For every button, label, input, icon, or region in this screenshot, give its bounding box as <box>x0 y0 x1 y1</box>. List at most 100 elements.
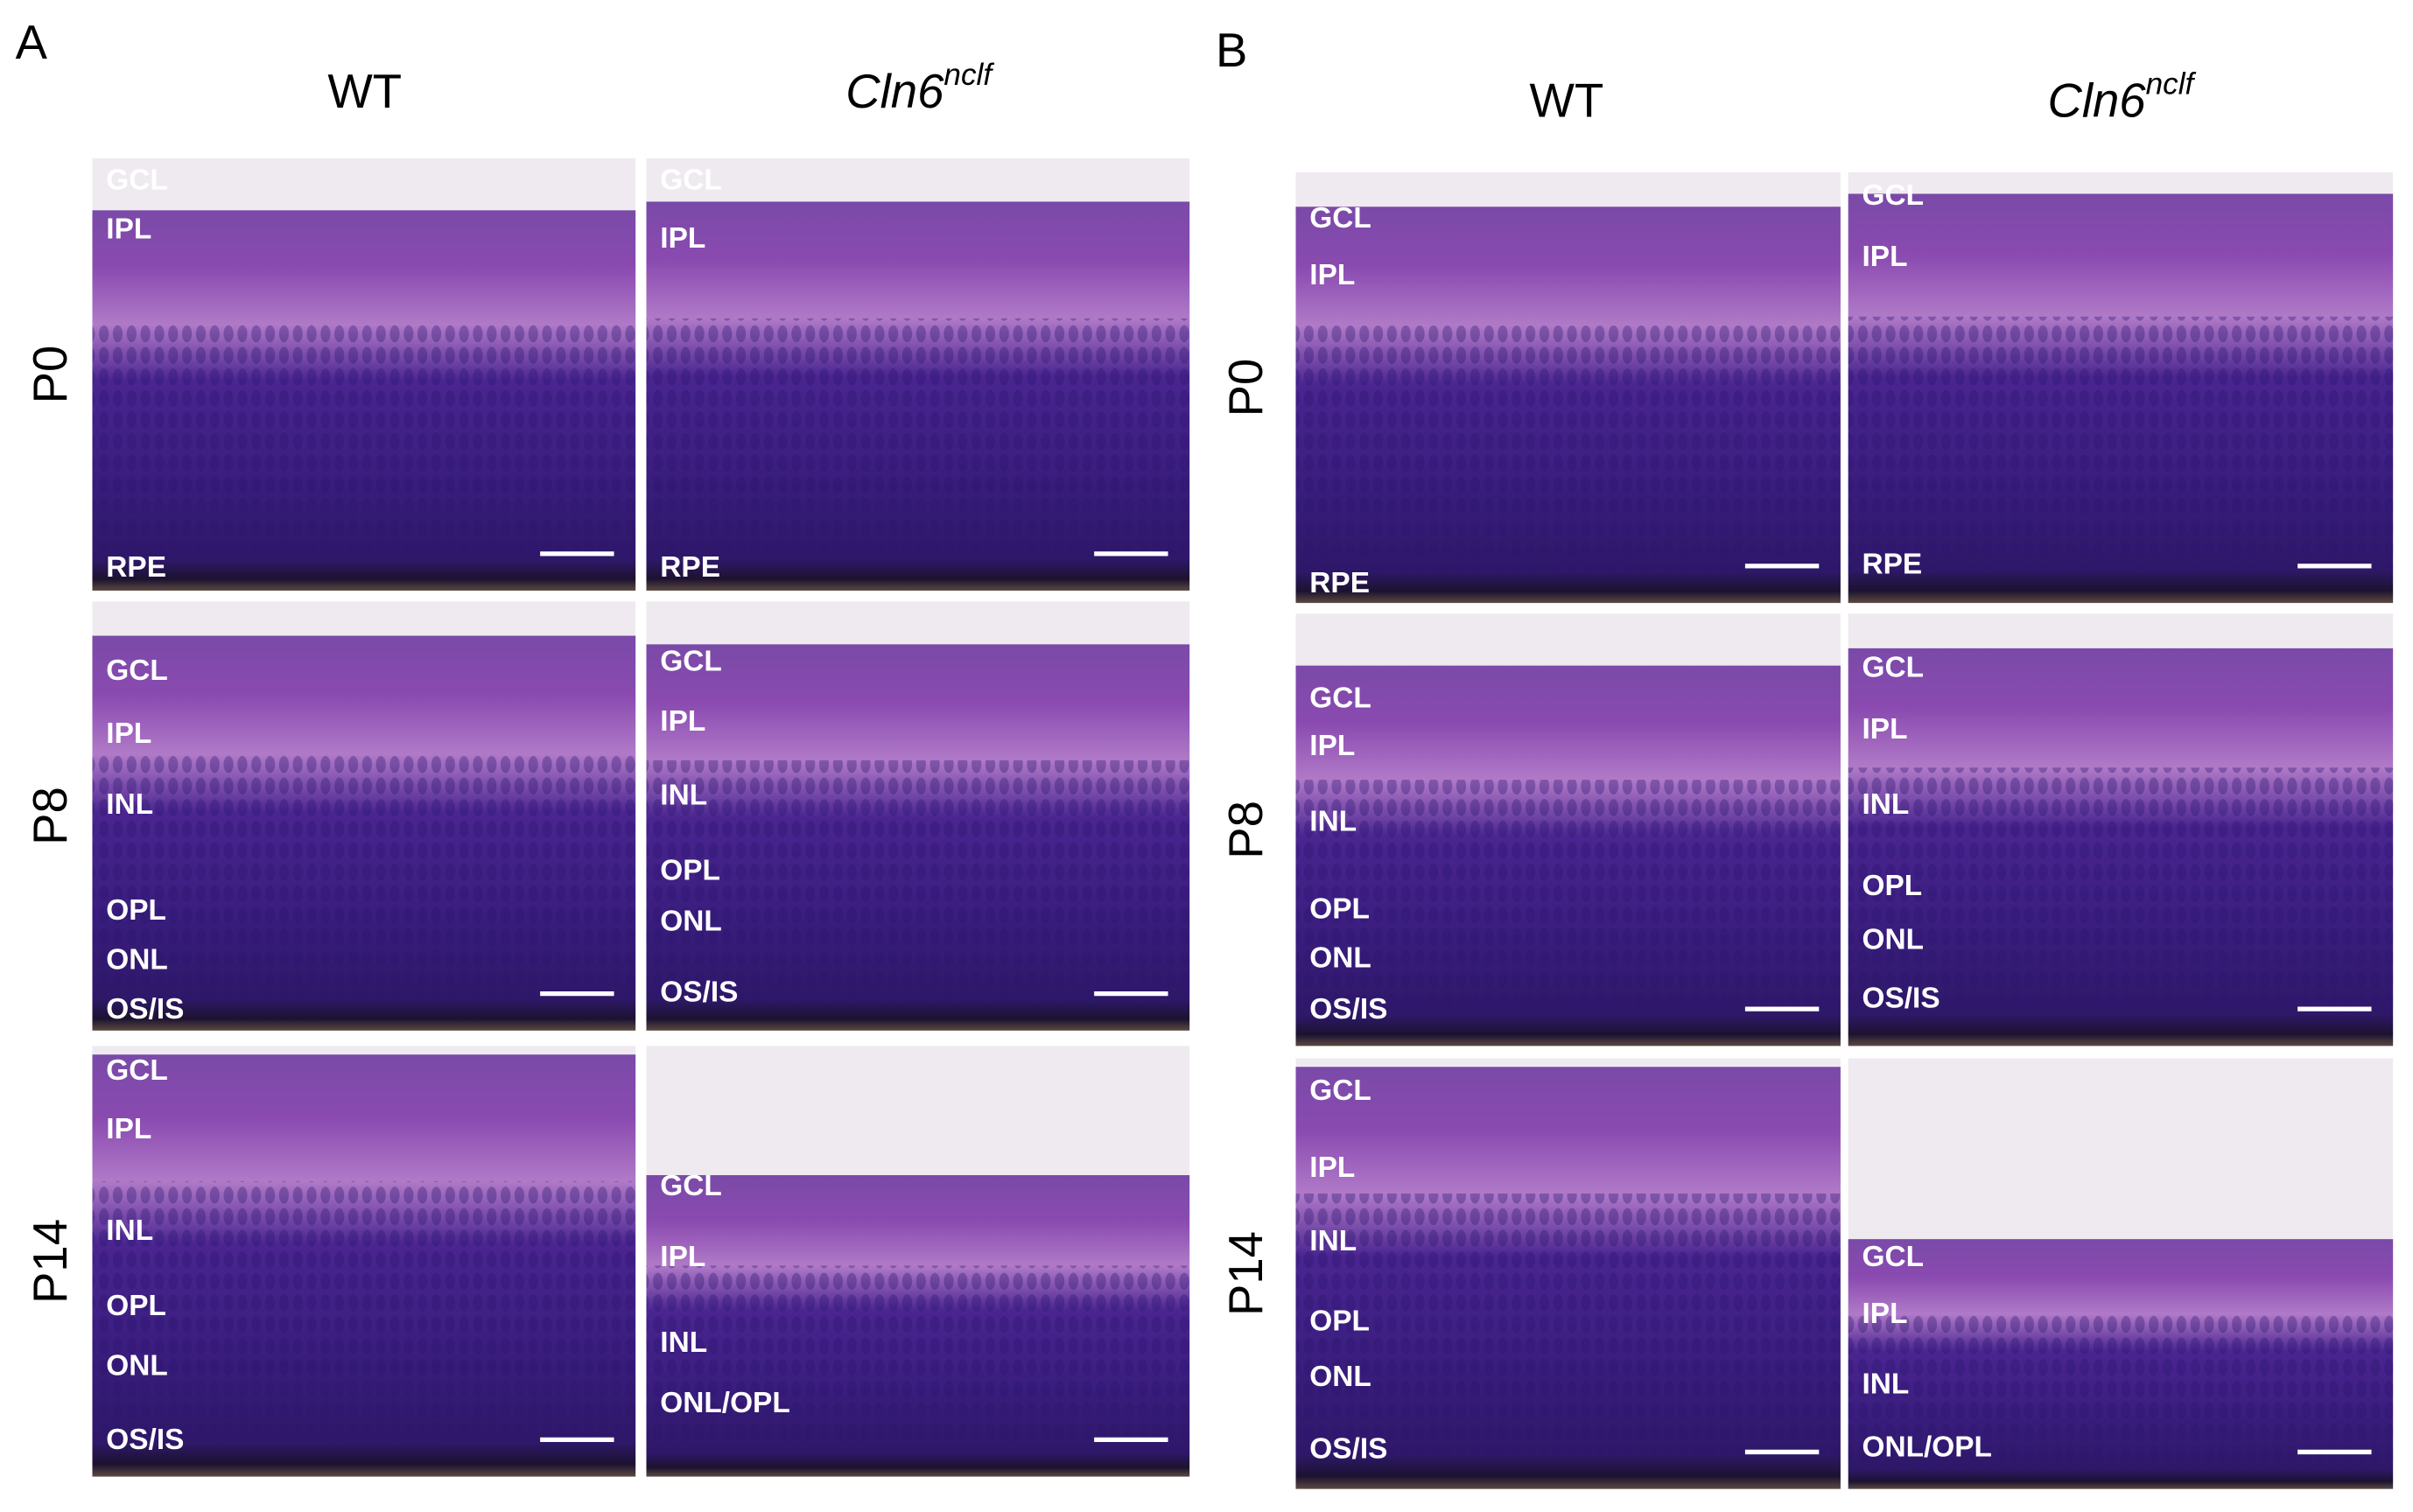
column-name: Cln6 <box>2048 74 2147 128</box>
micrograph: GCL IPL INL OPL ONL OS/IS <box>1848 613 2394 1046</box>
layer-label: GCL <box>1309 682 1371 715</box>
micrograph: GCL IPL INL OPL ONL OS/IS <box>646 601 1190 1031</box>
tissue-cells <box>646 760 1190 1000</box>
layer-label: OPL <box>1309 892 1370 925</box>
layer-label: IPL <box>106 718 151 750</box>
row-label: P0 <box>24 346 77 404</box>
layer-label: OPL <box>106 1290 166 1322</box>
micrograph: GCL IPL INL OPL ONL OS/IS <box>92 601 636 1031</box>
layer-label: OPL <box>1862 870 1923 902</box>
tissue-cells <box>92 1180 636 1443</box>
micrograph: GCL IPL RPE <box>1848 172 2394 604</box>
layer-label: OPL <box>106 894 166 927</box>
column-superscript: nclf <box>2146 67 2197 102</box>
panel-label: A <box>16 16 48 69</box>
column-superscript: nclf <box>943 58 994 92</box>
column-header: WT <box>1530 74 1604 128</box>
layer-label: GCL <box>1862 652 1924 684</box>
column-name: WT <box>1530 74 1604 128</box>
column-header: WT <box>327 65 402 118</box>
layer-label: ONL <box>106 944 167 976</box>
micrograph: GCL IPL RPE <box>92 158 636 592</box>
layer-label: GCL <box>660 1170 721 1202</box>
tissue-cells <box>646 1265 1190 1453</box>
tissue-cells <box>1848 1313 2394 1469</box>
layer-label: OS/IS <box>660 976 738 1008</box>
tissue-cells <box>1295 1193 1841 1456</box>
layer-label: GCL <box>1862 179 1924 212</box>
layer-label: ONL <box>1862 924 1924 956</box>
layer-label: IPL <box>660 222 705 255</box>
panel-label: B <box>1216 24 1247 77</box>
layer-label: ONL <box>1309 942 1371 975</box>
layer-label: OS/IS <box>1309 1433 1387 1466</box>
row-label: P14 <box>24 1219 77 1304</box>
layer-label: GCL <box>1862 1241 1924 1273</box>
column-name: WT <box>327 65 402 118</box>
tissue-cells <box>646 318 1190 560</box>
layer-label: ONL/OPL <box>1862 1432 1992 1464</box>
micrograph: GCL IPL RPE <box>1295 172 1841 604</box>
tissue-cells <box>92 324 636 561</box>
micrograph: GCL IPL INL OPL ONL OS/IS <box>92 1046 636 1477</box>
layer-label: INL <box>106 1214 153 1247</box>
column-header: Cln6nclf <box>845 58 994 118</box>
layer-label: INL <box>660 779 707 811</box>
column-header: Cln6nclf <box>2048 67 2197 128</box>
layer-label: IPL <box>1862 1298 1908 1330</box>
tissue-cells <box>1848 767 2394 1015</box>
layer-label: INL <box>106 788 153 821</box>
layer-label: RPE <box>1862 549 1923 581</box>
micrograph: GCL IPL INL OPL ONL OS/IS <box>1295 1058 1841 1489</box>
layer-label: IPL <box>1309 1152 1355 1184</box>
layer-label: OPL <box>1309 1306 1370 1338</box>
layer-label: INL <box>1309 805 1357 837</box>
layer-label: INL <box>660 1326 707 1359</box>
tissue-cells <box>1295 780 1841 1016</box>
micrograph: GCL IPL RPE <box>646 158 1190 592</box>
layer-label: INL <box>1309 1225 1357 1257</box>
layer-label: GCL <box>660 164 721 196</box>
layer-label: OS/IS <box>106 1424 184 1456</box>
layer-label: GCL <box>1309 1074 1371 1107</box>
row-label: P8 <box>1219 801 1273 859</box>
layer-label: ONL <box>1309 1361 1371 1393</box>
micrograph: GCL IPL INL OPL ONL OS/IS <box>1295 613 1841 1046</box>
layer-label: GCL <box>106 1054 167 1087</box>
layer-label: OS/IS <box>1309 993 1387 1026</box>
layer-label: ONL <box>660 906 721 938</box>
row-label: P14 <box>1219 1231 1273 1316</box>
tissue-cells <box>1295 326 1841 571</box>
layer-label: IPL <box>106 1113 151 1145</box>
layer-label: GCL <box>106 654 167 687</box>
layer-label: OS/IS <box>1862 982 1940 1014</box>
layer-label: IPL <box>660 705 705 738</box>
layer-label: IPL <box>1309 730 1355 762</box>
layer-label: RPE <box>1309 567 1370 599</box>
layer-label: GCL <box>106 164 167 196</box>
layer-label: OS/IS <box>106 993 184 1026</box>
tissue-cells <box>92 753 636 999</box>
layer-label: INL <box>1862 1368 1910 1401</box>
layer-label: ONL/OPL <box>660 1387 789 1419</box>
layer-label: RPE <box>660 551 720 584</box>
layer-label: INL <box>1862 788 1910 821</box>
micrograph: GCL IPL INL ONL/OPL <box>1848 1058 2394 1489</box>
layer-label: IPL <box>1309 259 1355 291</box>
layer-label: ONL <box>106 1350 167 1382</box>
layer-label: OPL <box>660 855 720 887</box>
row-label: P8 <box>24 787 77 845</box>
layer-label: GCL <box>1309 202 1371 234</box>
row-label: P0 <box>1219 359 1273 417</box>
layer-label: RPE <box>106 551 166 584</box>
layer-label: IPL <box>1862 713 1908 746</box>
tissue-cells <box>1848 316 2394 570</box>
column-name: Cln6 <box>845 65 944 118</box>
layer-label: GCL <box>660 645 721 677</box>
layer-label: IPL <box>1862 241 1908 273</box>
layer-label: IPL <box>660 1241 705 1273</box>
layer-label: IPL <box>106 214 151 246</box>
micrograph: GCL IPL INL ONL/OPL <box>646 1046 1190 1477</box>
